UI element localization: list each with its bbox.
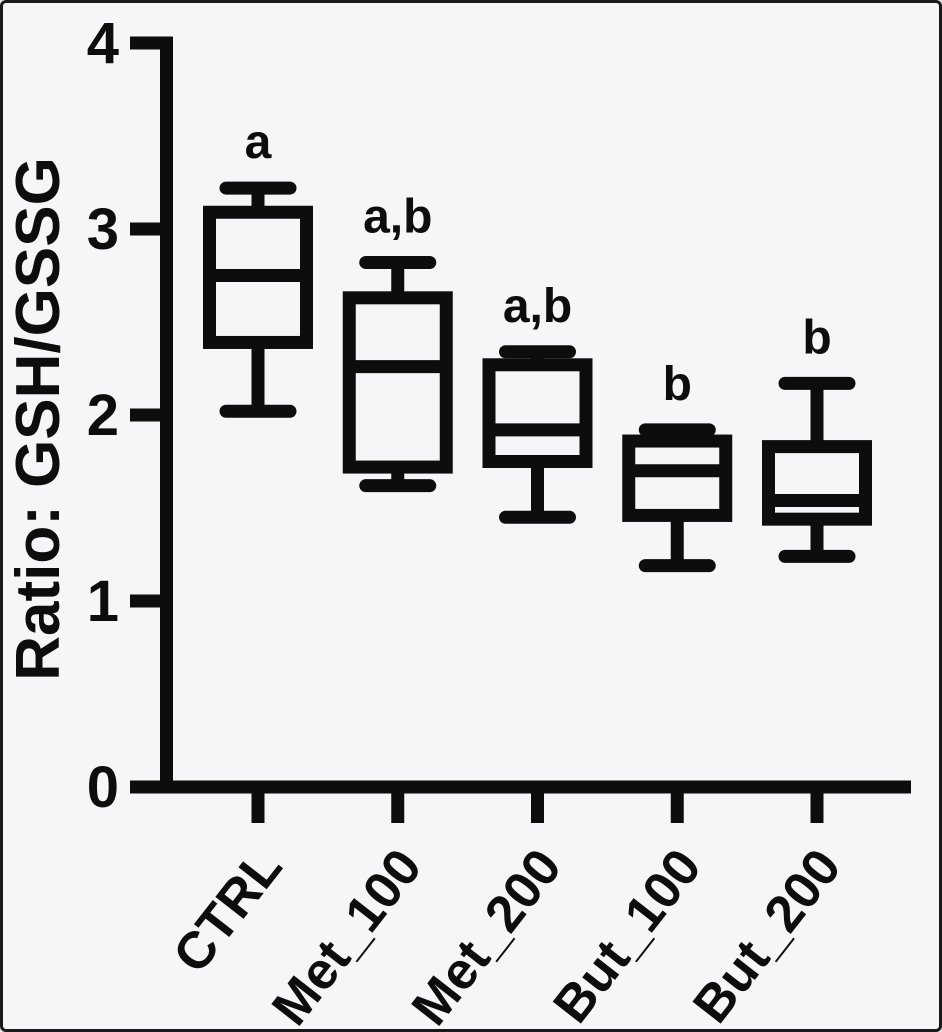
sig-label-CTRL: a (245, 116, 272, 169)
y-tick-label-1: 1 (87, 569, 119, 634)
iqr-box-Met_100 (342, 291, 453, 474)
sig-label-Met_200: a,b (503, 280, 572, 333)
box-group-But_100: b (622, 358, 733, 573)
y-axis-title: Ratio: GSH/GSSG (4, 157, 73, 681)
y-tick-label-2: 2 (87, 383, 119, 448)
sig-label-Met_100: a,b (363, 190, 432, 243)
box-group-Met_100: a,b (342, 190, 453, 493)
boxes-layer: a a,b a,b b b (203, 116, 872, 573)
box-group-Met_200: a,b (482, 280, 593, 524)
iqr-box-But_100 (622, 434, 733, 522)
y-tick-label-0: 0 (87, 755, 119, 820)
box-group-But_200: b (762, 311, 872, 563)
x-label-CTRL: CTRL (162, 839, 293, 984)
iqr-box-Met_200 (482, 358, 593, 468)
y-tick-label-4: 4 (87, 11, 119, 76)
box-group-CTRL: a (203, 116, 313, 418)
x-label-But_200: But_200 (682, 839, 852, 1032)
sig-label-But_100: b (663, 358, 692, 411)
y-tick-label-3: 3 (87, 197, 119, 262)
sig-label-But_200: b (802, 311, 831, 364)
iqr-box-But_200 (762, 440, 872, 526)
